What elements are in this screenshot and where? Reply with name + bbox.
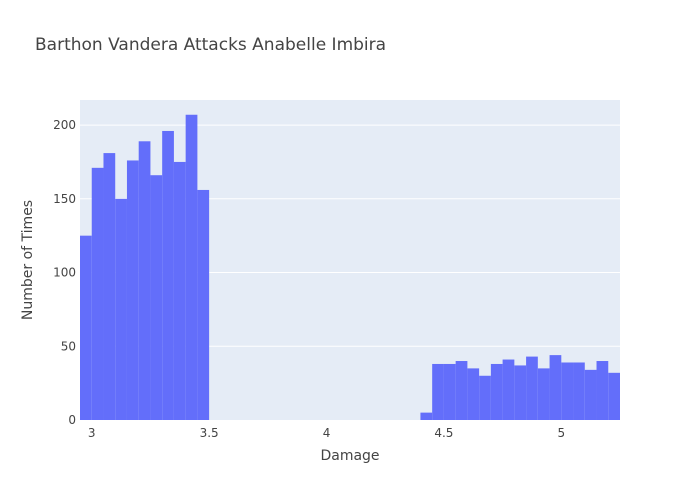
y-tick-label: 200 [53, 118, 76, 132]
histogram-bar[interactable] [138, 141, 151, 420]
x-tick-label: 4 [323, 426, 331, 440]
y-axis-ticks: 0 50 100 150 200 [53, 118, 76, 427]
histogram-bar[interactable] [443, 363, 456, 420]
y-axis-title: Number of Times [20, 200, 36, 320]
histogram-bar[interactable] [596, 361, 609, 420]
histogram-bar[interactable] [115, 198, 127, 420]
y-tick-label: 150 [53, 192, 76, 206]
histogram-bar[interactable] [197, 189, 210, 420]
histogram-bar[interactable] [432, 363, 444, 420]
histogram-bar[interactable] [490, 363, 503, 420]
histogram-bar[interactable] [608, 372, 620, 420]
histogram-bar[interactable] [549, 355, 562, 420]
histogram-bar[interactable] [455, 361, 468, 420]
x-axis-ticks: 3 3.5 4 4.5 5 [88, 426, 565, 440]
histogram-bar[interactable] [420, 412, 433, 420]
histogram-bar[interactable] [126, 160, 139, 421]
histogram-bar[interactable] [479, 375, 491, 420]
histogram-bar[interactable] [150, 175, 163, 420]
y-tick-label: 50 [61, 339, 76, 353]
x-axis-title: Damage [320, 448, 379, 464]
x-tick-label: 4.5 [434, 426, 453, 440]
y-tick-label: 100 [53, 266, 76, 280]
histogram-bar[interactable] [584, 369, 597, 420]
histogram-bar[interactable] [537, 368, 550, 420]
histogram-bar[interactable] [561, 362, 574, 420]
x-tick-label: 3 [88, 426, 96, 440]
histogram-bar[interactable] [185, 114, 198, 420]
histogram-bar[interactable] [162, 130, 174, 420]
chart-title: Barthon Vandera Attacks Anabelle Imbira [35, 35, 386, 55]
x-tick-label: 5 [557, 426, 565, 440]
histogram-bar[interactable] [514, 365, 527, 420]
bars [80, 114, 620, 421]
x-tick-label: 3.5 [200, 426, 219, 440]
histogram-bar[interactable] [103, 153, 116, 420]
histogram-bar[interactable] [467, 368, 480, 420]
histogram-bar[interactable] [173, 161, 186, 420]
y-tick-label: 0 [68, 413, 76, 427]
histogram-bar[interactable] [80, 235, 92, 420]
histogram-bar[interactable] [91, 167, 104, 420]
histogram-bar[interactable] [502, 359, 515, 420]
histogram-bar[interactable] [573, 362, 585, 420]
histogram-bar[interactable] [526, 356, 538, 420]
